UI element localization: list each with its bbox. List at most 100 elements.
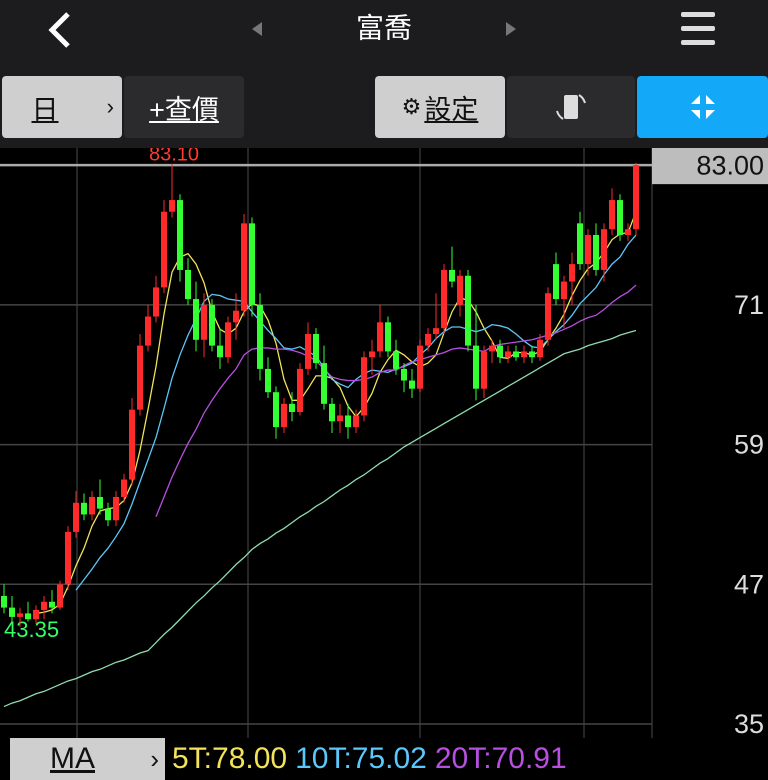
rotate-icon — [556, 94, 586, 120]
vertical-grid — [76, 148, 653, 738]
candle-body — [97, 496, 103, 509]
y-tick-label: 83.00 — [696, 150, 764, 180]
candle-body — [465, 275, 471, 346]
candle-body — [49, 601, 55, 608]
fullscreen-button[interactable] — [637, 76, 768, 138]
candle-body — [217, 345, 223, 358]
candle-body — [617, 200, 623, 235]
candlestick-chart: 83.10 43.35 35 47 59 71 83.00 — [0, 148, 768, 738]
candle-body — [145, 316, 151, 346]
candle-body — [569, 264, 575, 282]
chevron: › — [106, 94, 114, 119]
prev-arrow[interactable] — [252, 22, 262, 36]
candle-body — [137, 345, 143, 410]
candle-body — [553, 264, 559, 300]
price-query-button[interactable]: +查價 — [124, 76, 244, 138]
candle-body — [401, 368, 407, 381]
candle-body — [393, 351, 399, 369]
y-tick-label: 71 — [734, 290, 764, 320]
candle-body — [633, 165, 639, 230]
candle-body — [209, 304, 215, 346]
settings-button[interactable]: ⚙ 設定 — [375, 76, 505, 138]
candle-body — [489, 345, 495, 352]
legend-entry: 20T:70.91 — [434, 742, 567, 775]
candle-body — [313, 333, 319, 364]
candle-body — [505, 351, 511, 358]
candle-body — [609, 200, 615, 230]
candle-body — [473, 345, 479, 389]
candle-body — [601, 229, 607, 270]
candle-body — [593, 234, 599, 270]
y-tick-label: 35 — [734, 709, 764, 738]
candle-body — [521, 351, 527, 358]
candle-body — [625, 229, 631, 235]
candle-body — [561, 281, 567, 300]
header-icons: 富喬 — [48, 12, 715, 48]
candle-body — [225, 322, 231, 358]
collapse-icon — [690, 95, 715, 119]
candle-body — [153, 287, 159, 317]
candle-body — [73, 502, 79, 532]
candle-body — [513, 351, 519, 358]
candle-body — [409, 380, 415, 389]
candle-body — [121, 479, 127, 497]
high-annotation: 83.10 — [149, 148, 199, 165]
candle-body — [169, 200, 175, 212]
candle-body — [433, 328, 439, 334]
period-button[interactable]: 日 › — [2, 76, 122, 138]
candle-body — [337, 415, 343, 422]
candle-body — [329, 403, 335, 422]
candle-body — [89, 496, 95, 515]
settings-label: 設定 — [424, 94, 479, 125]
candle-body — [249, 223, 255, 305]
back-button[interactable] — [48, 12, 70, 48]
candle-body — [577, 223, 583, 265]
candle-body — [377, 322, 383, 352]
y-tick-label: 47 — [734, 569, 764, 599]
candle-body — [361, 357, 367, 416]
legend-entry: 5T:78.00 — [172, 742, 288, 775]
candle-body — [129, 409, 135, 480]
candle-body — [305, 333, 311, 369]
candle-body — [241, 223, 247, 311]
candle-body — [449, 269, 455, 282]
period-label: 日 — [31, 94, 59, 125]
candle-body — [233, 310, 239, 323]
candle-body — [289, 403, 295, 412]
candle-body — [81, 502, 87, 515]
ma-line — [3, 329, 637, 708]
price-query-label: +查價 — [149, 94, 219, 125]
candle-body — [481, 351, 487, 389]
candle-body — [57, 584, 63, 608]
candle-body — [425, 333, 431, 346]
candle-body — [17, 613, 23, 617]
next-arrow[interactable] — [506, 22, 516, 36]
candle-body — [345, 415, 351, 428]
candle-body — [41, 601, 47, 610]
candle-body — [257, 304, 263, 369]
toolbar: 日 › +查價 ⚙ 設定 — [0, 68, 768, 148]
ma-label: MA — [50, 742, 95, 775]
low-annotation: 43.35 — [4, 617, 59, 642]
candle-body — [281, 403, 287, 428]
rotate-button[interactable] — [507, 76, 635, 138]
candle-body — [201, 304, 207, 340]
candle-body — [497, 345, 503, 358]
candle-body — [441, 269, 447, 329]
candle-body — [33, 609, 39, 620]
candle-body — [65, 531, 71, 585]
candle-body — [297, 368, 303, 412]
candle-body — [9, 607, 15, 617]
ma-button[interactable]: MA › — [10, 738, 165, 780]
candle-body — [321, 363, 327, 404]
candle-body — [369, 351, 375, 358]
header: 富喬 — [0, 0, 768, 68]
candle-body — [265, 368, 271, 393]
candle-body — [353, 415, 359, 428]
menu-button[interactable] — [681, 12, 715, 45]
gear-icon: ⚙ — [401, 94, 422, 119]
candle-body — [385, 322, 391, 352]
candle-body — [545, 293, 551, 340]
y-tick-label: 59 — [734, 430, 764, 460]
